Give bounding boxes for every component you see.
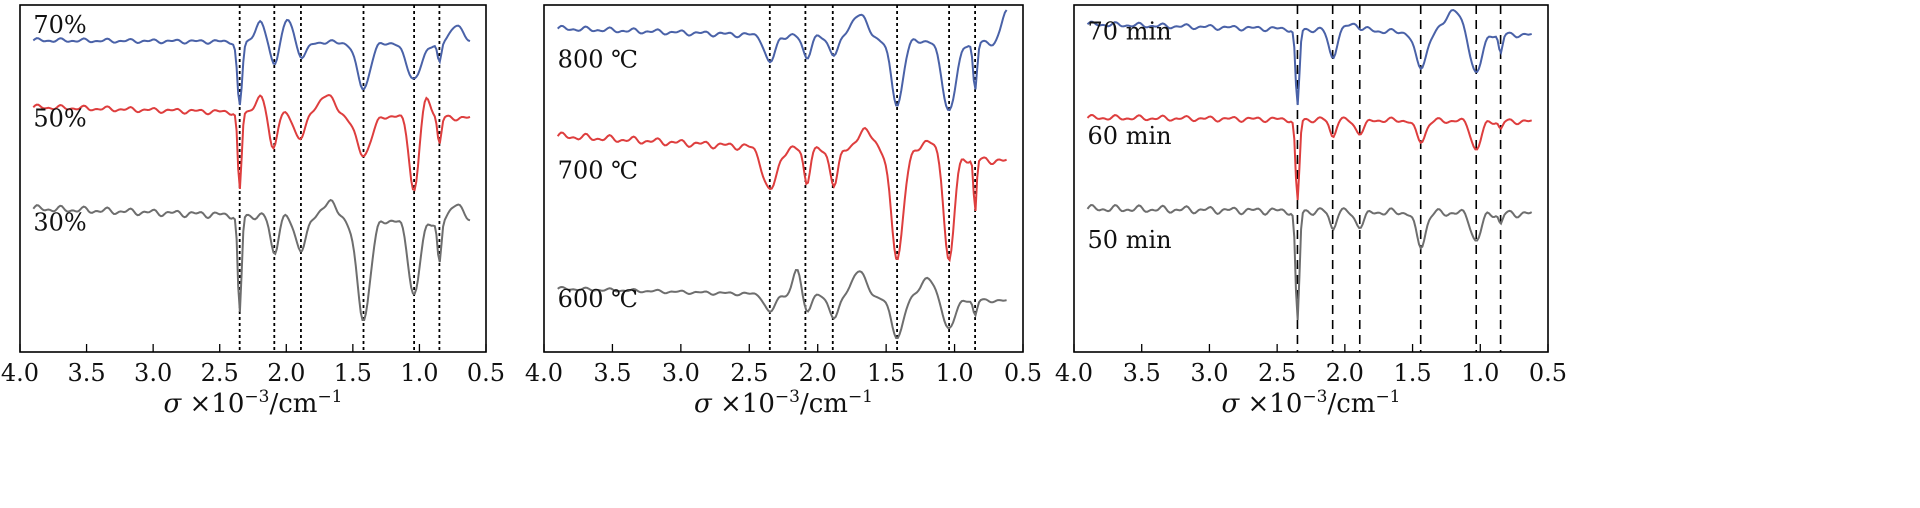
x-tick-label: 3.5: [593, 359, 631, 387]
x-tick-label: 3.0: [1190, 359, 1228, 387]
x-tick-label: 3.5: [1123, 359, 1161, 387]
spectrum-line-1-1: [32, 18, 471, 106]
spectrum-line-1-3: [32, 198, 471, 321]
spectrum-line-3-1: [1086, 8, 1532, 106]
x-tick-label: 3.5: [67, 359, 105, 387]
series-label: 50 min: [1088, 226, 1172, 254]
x-tick-label: 2.0: [267, 359, 305, 387]
series-label: 600 ℃: [558, 285, 638, 313]
x-tick-label: 0.5: [1529, 359, 1567, 387]
spectrum-line-2-1: [557, 9, 1008, 112]
plot-frame-2: [543, 4, 1024, 353]
plot-frame-3: [1073, 4, 1549, 353]
plot-frame-1: [19, 4, 487, 353]
x-axis-title: σ ×10−3/cm−1: [164, 387, 343, 419]
x-tick-label: 3.0: [134, 359, 172, 387]
x-tick-label: 2.5: [730, 359, 768, 387]
series-label: 70%: [33, 11, 86, 39]
x-tick-label: 4.0: [525, 359, 563, 387]
x-tick-label: 3.0: [662, 359, 700, 387]
x-tick-label: 1.5: [1393, 359, 1431, 387]
x-tick-label: 4.0: [1055, 359, 1093, 387]
x-tick-label: 1.5: [867, 359, 905, 387]
spectrum-line-2-3: [557, 268, 1007, 339]
x-tick-label: 1.0: [1461, 359, 1499, 387]
spectrum-line-3-3: [1086, 203, 1533, 321]
x-tick-label: 1.0: [935, 359, 973, 387]
series-label: 70 min: [1088, 18, 1172, 46]
series-label: 30%: [33, 209, 86, 237]
series-label: 60 min: [1088, 122, 1172, 150]
x-tick-label: 2.0: [1326, 359, 1364, 387]
x-tick-label: 2.5: [1258, 359, 1296, 387]
x-tick-label: 1.5: [334, 359, 372, 387]
x-tick-label: 0.5: [467, 359, 505, 387]
spectrum-line-2-2: [556, 126, 1008, 263]
spectrum-line-1-2: [32, 93, 471, 192]
x-axis-title: σ ×10−3/cm−1: [1222, 387, 1401, 419]
x-tick-label: 2.0: [799, 359, 837, 387]
x-tick-label: 4.0: [1, 359, 39, 387]
x-tick-label: 2.5: [201, 359, 239, 387]
series-label: 700 ℃: [558, 157, 638, 185]
x-tick-label: 1.0: [400, 359, 438, 387]
x-axis-title: σ ×10−3/cm−1: [694, 387, 873, 419]
x-tick-label: 0.5: [1004, 359, 1042, 387]
series-label: 800 ℃: [558, 45, 638, 73]
spectrum-line-3-2: [1086, 113, 1533, 201]
series-label: 50%: [33, 104, 86, 132]
